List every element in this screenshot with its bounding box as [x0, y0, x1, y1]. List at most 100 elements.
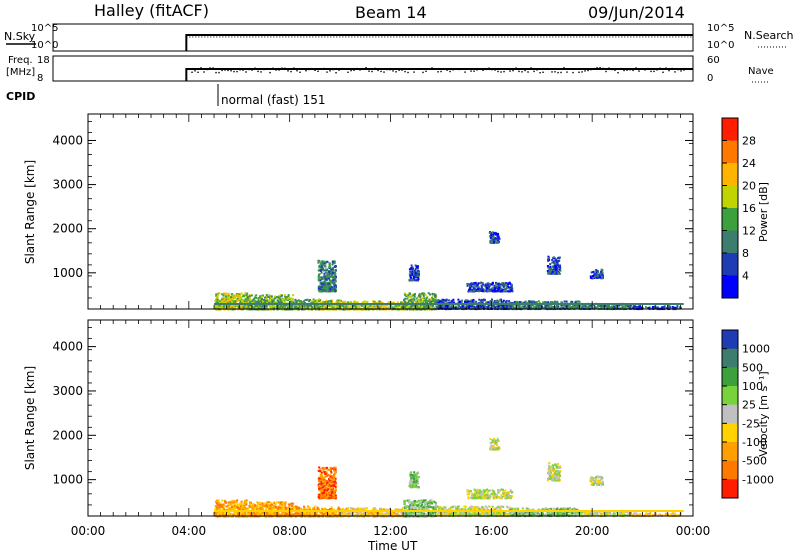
data-pixel: [556, 303, 559, 305]
data-pixel: [502, 299, 505, 302]
data-pixel: [579, 304, 582, 307]
data-pixel: [327, 284, 329, 287]
data-pixel: [267, 303, 269, 305]
data-pixel: [414, 268, 417, 270]
data-pixel: [273, 507, 275, 510]
data-pixel: [258, 513, 261, 515]
data-pixel: [262, 512, 265, 515]
data-pixel: [299, 304, 302, 307]
nave-dot: [308, 68, 310, 71]
data-pixel: [234, 513, 237, 515]
data-pixel: [406, 306, 409, 309]
data-pixel: [492, 233, 495, 236]
data-pixel: [394, 303, 397, 305]
data-pixel: [617, 303, 620, 305]
data-pixel: [554, 307, 557, 310]
nave-dot: [485, 68, 487, 71]
nave-dot: [257, 70, 259, 73]
data-pixel: [548, 303, 551, 305]
nave-dot: [668, 69, 670, 72]
data-pixel: [484, 285, 487, 288]
data-pixel: [546, 270, 549, 272]
data-pixel: [321, 304, 324, 307]
data-pixel: [216, 303, 219, 305]
data-pixel: [289, 305, 292, 308]
data-pixel: [291, 301, 294, 304]
data-pixel: [489, 237, 492, 239]
data-pixel: [425, 306, 428, 309]
data-pixel: [477, 290, 480, 293]
data-pixel: [292, 303, 295, 305]
data-pixel: [272, 506, 275, 509]
data-pixel: [321, 303, 324, 305]
data-pixel: [468, 288, 470, 291]
nsearch-label: N.Search: [744, 29, 794, 42]
data-pixel: [321, 301, 324, 304]
data-pixel: [555, 303, 558, 305]
data-pixel: [514, 307, 517, 309]
data-pixel: [308, 305, 311, 308]
data-pixel: [601, 304, 604, 307]
data-pixel: [221, 304, 224, 307]
data-pixel: [474, 303, 477, 305]
data-pixel: [593, 305, 596, 308]
data-pixel: [518, 300, 521, 303]
data-pixel: [249, 514, 252, 517]
data-pixel: [468, 305, 471, 308]
data-pixel: [237, 295, 240, 298]
data-pixel: [358, 304, 361, 307]
data-pixel: [539, 303, 542, 305]
data-pixel: [509, 306, 512, 309]
data-pixel: [588, 304, 591, 307]
data-pixel: [440, 300, 443, 303]
data-pixel: [256, 303, 259, 305]
data-pixel: [271, 512, 274, 515]
data-pixel: [596, 306, 599, 308]
nave-dot: [428, 68, 430, 70]
nave-dot: [665, 67, 667, 69]
data-pixel: [331, 263, 334, 266]
data-pixel: [416, 265, 419, 268]
nave-dot: [557, 71, 559, 74]
data-pixel: [417, 275, 420, 278]
data-pixel: [428, 308, 431, 311]
data-pixel: [532, 300, 535, 303]
data-pixel: [395, 307, 398, 309]
data-pixel: [623, 307, 626, 309]
data-pixel: [217, 502, 220, 505]
data-pixel: [439, 305, 442, 308]
data-pixel: [404, 303, 407, 305]
data-pixel: [241, 505, 244, 508]
data-pixel: [227, 303, 230, 305]
data-pixel: [582, 303, 585, 305]
data-pixel: [461, 304, 464, 307]
nave-dot: [224, 69, 226, 71]
nave-dot: [251, 69, 253, 71]
data-pixel: [235, 300, 238, 303]
data-pixel: [612, 303, 615, 305]
nave-dot: [236, 70, 238, 73]
data-pixel: [568, 307, 570, 310]
data-pixel: [547, 306, 550, 309]
data-pixel: [261, 299, 264, 302]
data-pixel: [225, 505, 228, 508]
data-pixel: [281, 505, 284, 508]
data-pixel: [592, 303, 595, 305]
data-pixel: [255, 301, 258, 304]
data-pixel: [596, 271, 599, 274]
power-panel-frame: [87, 113, 694, 310]
nave-dot: [446, 69, 448, 71]
cpid-label: CPID: [6, 90, 35, 103]
data-pixel: [601, 277, 604, 279]
nave-dot: [518, 70, 520, 73]
data-pixel: [267, 295, 270, 298]
data-pixel: [286, 513, 289, 515]
data-pixel: [330, 279, 333, 282]
data-pixel: [602, 303, 605, 305]
data-pixel: [259, 300, 262, 303]
data-pixel: [589, 275, 592, 278]
data-pixel: [214, 505, 217, 508]
data-pixel: [419, 305, 422, 308]
data-pixel: [428, 304, 431, 307]
data-pixel: [243, 303, 245, 305]
